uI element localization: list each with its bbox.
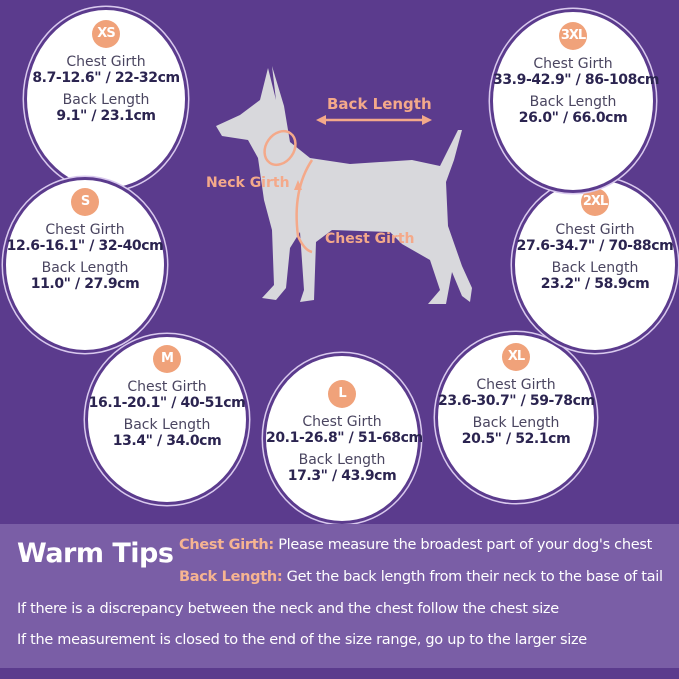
chest-girth-value: 8.7-12.6" / 22-32cm <box>32 70 180 86</box>
back-length-value: 23.2" / 58.9cm <box>540 276 650 292</box>
neck-girth-loop <box>263 129 297 167</box>
chest-arrow-icon <box>294 180 302 190</box>
chest-girth-value: 33.9-42.9" / 86-108cm <box>493 72 660 88</box>
dog-body <box>216 66 472 304</box>
back-length-label: Back Length <box>41 260 129 276</box>
back-length-value: 26.0" / 66.0cm <box>518 110 628 126</box>
size-card-xs: XS Chest Girth 8.7-12.6" / 22-32cm Back … <box>27 10 185 188</box>
chest-girth-label: Chest Girth <box>476 377 556 393</box>
size-badge: XL <box>502 343 530 371</box>
tip-chest-girth: Chest Girth: Please measure the broadest… <box>179 537 652 553</box>
size-badge: M <box>153 345 181 373</box>
chest-girth-value: 20.1-26.8" / 51-68cm <box>266 430 423 446</box>
size-card-2xl: 2XL Chest Girth 27.6-34.7" / 70-88cm Bac… <box>515 180 675 350</box>
size-card-xl: XL Chest Girth 23.6-30.7" / 59-78cm Back… <box>438 335 595 500</box>
chest-girth-label: Chest Girth <box>66 54 146 70</box>
neck-girth-label: Neck Girth <box>206 175 290 191</box>
size-badge: L <box>328 380 356 408</box>
chest-girth-value: 16.1-20.1" / 40-51cm <box>88 395 246 411</box>
back-length-label: Back Length <box>298 452 386 468</box>
warm-tips-title: Warm Tips <box>17 538 174 569</box>
back-length-value: 20.5" / 52.1cm <box>461 431 571 447</box>
warm-tips-panel: Warm Tips Chest Girth: Please measure th… <box>0 524 679 668</box>
size-badge: XS <box>92 20 120 48</box>
chest-girth-arc <box>295 159 314 254</box>
chest-girth-label: Chest Girth <box>127 379 207 395</box>
chest-girth-label: Chest Girth <box>302 414 382 430</box>
back-length-value: 11.0" / 27.9cm <box>30 276 140 292</box>
chest-girth-value: 27.6-34.7" / 70-88cm <box>516 238 674 254</box>
size-card-3xl: 3XL Chest Girth 33.9-42.9" / 86-108cm Ba… <box>493 12 660 190</box>
tip-back-length: Back Length: Get the back length from th… <box>179 569 663 585</box>
back-length-label: Back Length <box>551 260 639 276</box>
back-length-label: Back Length <box>123 417 211 433</box>
size-card-l: L Chest Girth 20.1-26.8" / 51-68cm Back … <box>266 356 423 521</box>
chest-girth-value: 12.6-16.1" / 32-40cm <box>6 238 164 254</box>
dog-silhouette <box>216 66 472 304</box>
size-card-m: M Chest Girth 16.1-20.1" / 40-51cm Back … <box>88 337 246 502</box>
size-card-s: S Chest Girth 12.6-16.1" / 32-40cm Back … <box>6 180 164 350</box>
tip-size-range: If the measurement is closed to the end … <box>17 632 587 648</box>
back-length-label: Back Length <box>327 95 432 113</box>
back-length-value: 17.3" / 43.9cm <box>287 468 397 484</box>
size-badge: S <box>71 188 99 216</box>
back-length-label: Back Length <box>529 94 617 110</box>
back-length-value: 13.4" / 34.0cm <box>112 433 222 449</box>
size-badge: 2XL <box>581 188 609 216</box>
size-badge: 3XL <box>559 22 587 50</box>
chest-girth-label: Chest Girth <box>533 56 613 72</box>
chest-girth-label: Chest Girth <box>45 222 125 238</box>
back-length-label: Back Length <box>472 415 560 431</box>
back-length-label: Back Length <box>62 92 150 108</box>
tip-discrepancy: If there is a discrepancy between the ne… <box>17 601 559 617</box>
chest-girth-label: Chest Girth <box>325 231 415 247</box>
chest-girth-value: 23.6-30.7" / 59-78cm <box>438 393 595 409</box>
chest-girth-label: Chest Girth <box>555 222 635 238</box>
back-length-value: 9.1" / 23.1cm <box>56 108 156 124</box>
